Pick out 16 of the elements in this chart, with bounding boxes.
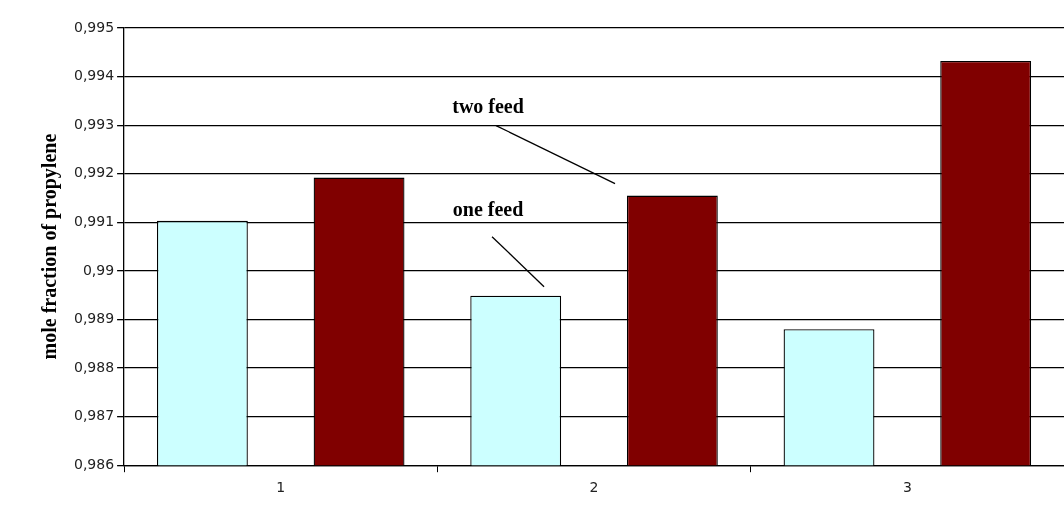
y-tick-label: 0,991 xyxy=(73,212,115,229)
y-tick-label: 0,988 xyxy=(73,358,115,375)
x-tick-label: 3 xyxy=(902,479,912,496)
x-tick-label: 2 xyxy=(589,479,599,496)
y-tick-label: 0,986 xyxy=(73,455,115,472)
annotation: two feed xyxy=(452,94,524,117)
y-tick-label: 0,995 xyxy=(73,18,115,35)
y-tick-label: 0,993 xyxy=(73,115,115,132)
y-tick-label: 0,99 xyxy=(82,261,115,278)
x-tick-label: 1 xyxy=(276,479,286,496)
y-axis-title: mole fraction of propylene xyxy=(38,133,62,360)
annotation: one feed xyxy=(452,197,524,220)
y-tick-label: 0,994 xyxy=(73,67,115,84)
y-tick-label: 0,987 xyxy=(73,407,115,424)
y-tick-label: 0,989 xyxy=(73,310,115,327)
y-tick-label: 0,992 xyxy=(73,164,115,181)
